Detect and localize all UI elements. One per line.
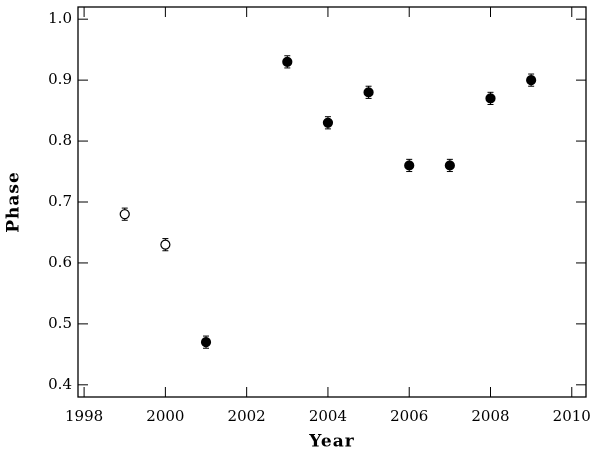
y-tick-label: 0.8: [48, 131, 72, 149]
x-tick-label: 2002: [228, 407, 266, 425]
x-axis-label: Year: [308, 432, 354, 452]
x-tick-label: 2010: [553, 407, 591, 425]
y-tick-label: 0.5: [48, 314, 72, 332]
y-axis-label: Phase: [4, 171, 24, 233]
y-tick-label: 0.7: [48, 192, 72, 210]
y-tick-label: 0.6: [48, 253, 72, 271]
x-tick-label: 1998: [65, 407, 103, 425]
data-point: [526, 75, 537, 86]
data-point: [485, 93, 496, 104]
data-point: [200, 337, 212, 348]
data-point: [322, 117, 334, 128]
x-tick-label: 2008: [471, 407, 509, 425]
data-point: [119, 209, 130, 220]
x-tick-label: 2006: [390, 407, 428, 425]
data-point: [282, 56, 293, 67]
data-point: [404, 160, 415, 171]
data-point: [444, 160, 455, 171]
x-tick-label: 2000: [146, 407, 184, 425]
x-tick-label: 2004: [309, 407, 347, 425]
y-tick-label: 0.4: [48, 375, 72, 393]
data-point: [160, 239, 171, 250]
data-point: [363, 87, 374, 98]
plot-frame: [77, 6, 587, 398]
y-tick-label: 0.9: [48, 70, 72, 88]
y-tick-label: 1.0: [48, 9, 72, 27]
